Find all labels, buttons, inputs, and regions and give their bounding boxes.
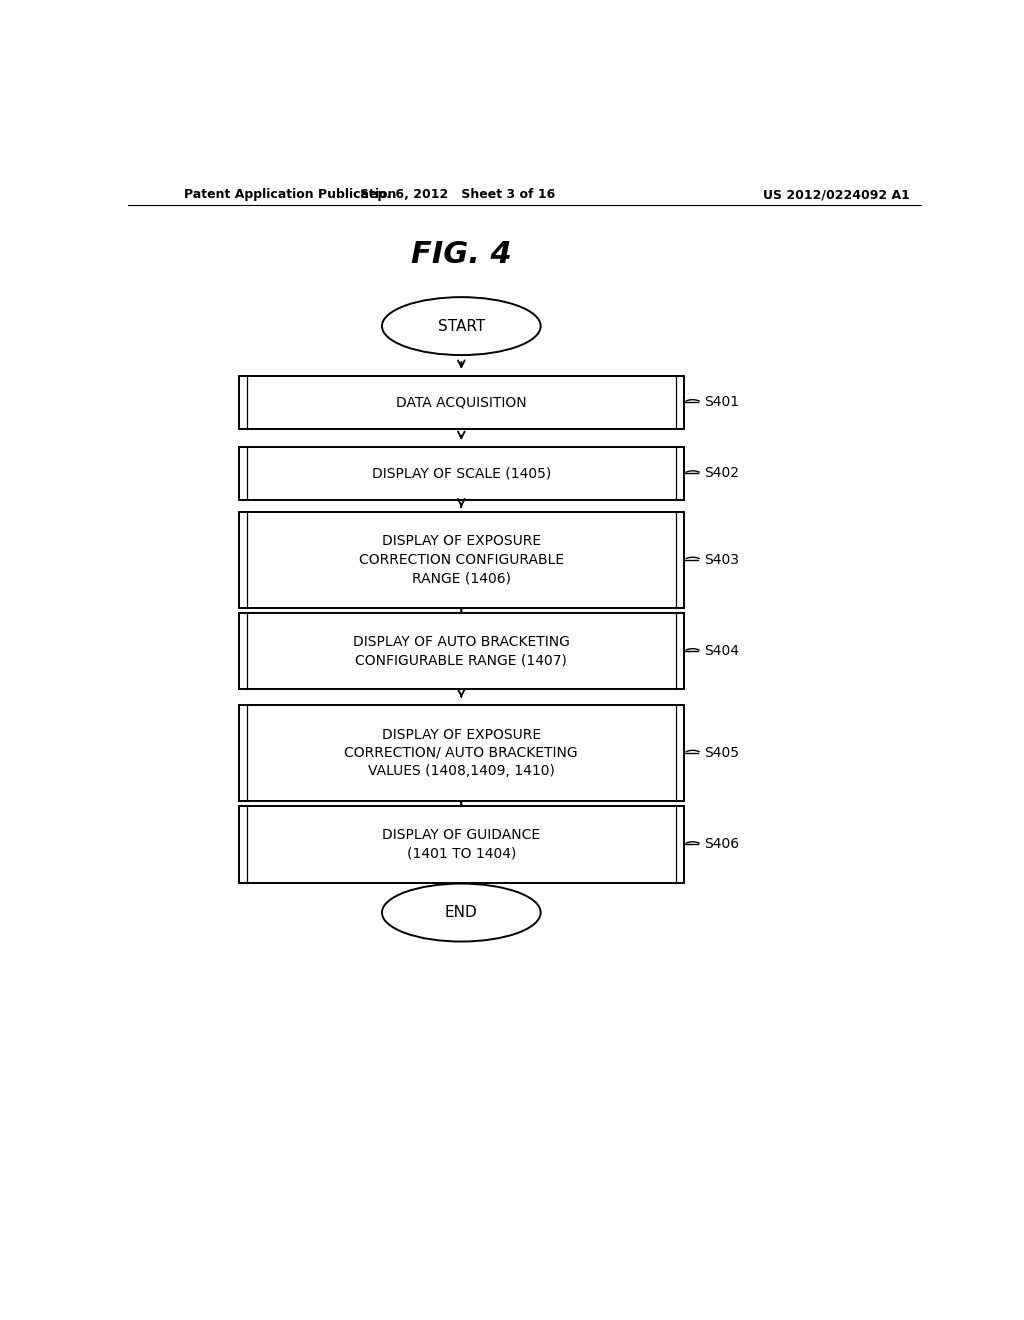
Ellipse shape	[382, 883, 541, 941]
Text: FIG. 4: FIG. 4	[411, 240, 512, 269]
FancyBboxPatch shape	[239, 512, 684, 609]
Text: DISPLAY OF AUTO BRACKETING
CONFIGURABLE RANGE (1407): DISPLAY OF AUTO BRACKETING CONFIGURABLE …	[353, 635, 569, 668]
Text: DISPLAY OF GUIDANCE
(1401 TO 1404): DISPLAY OF GUIDANCE (1401 TO 1404)	[382, 828, 541, 861]
Text: DISPLAY OF EXPOSURE
CORRECTION CONFIGURABLE
RANGE (1406): DISPLAY OF EXPOSURE CORRECTION CONFIGURA…	[358, 535, 564, 585]
Text: END: END	[445, 906, 477, 920]
Text: S402: S402	[705, 466, 739, 480]
FancyBboxPatch shape	[239, 705, 684, 801]
Text: S404: S404	[705, 644, 739, 659]
Text: DISPLAY OF EXPOSURE
CORRECTION/ AUTO BRACKETING
VALUES (1408,1409, 1410): DISPLAY OF EXPOSURE CORRECTION/ AUTO BRA…	[344, 727, 579, 779]
Text: Sep. 6, 2012   Sheet 3 of 16: Sep. 6, 2012 Sheet 3 of 16	[359, 189, 555, 202]
Text: START: START	[437, 318, 485, 334]
Text: US 2012/0224092 A1: US 2012/0224092 A1	[763, 189, 909, 202]
Ellipse shape	[382, 297, 541, 355]
Text: S406: S406	[705, 837, 739, 851]
Text: DATA ACQUISITION: DATA ACQUISITION	[396, 395, 526, 409]
FancyBboxPatch shape	[239, 614, 684, 689]
Text: S403: S403	[705, 553, 739, 566]
Text: Patent Application Publication: Patent Application Publication	[183, 189, 396, 202]
FancyBboxPatch shape	[239, 807, 684, 883]
FancyBboxPatch shape	[239, 447, 684, 500]
Text: S401: S401	[705, 395, 739, 409]
Text: S405: S405	[705, 746, 739, 760]
Text: DISPLAY OF SCALE (1405): DISPLAY OF SCALE (1405)	[372, 466, 551, 480]
FancyBboxPatch shape	[239, 376, 684, 429]
